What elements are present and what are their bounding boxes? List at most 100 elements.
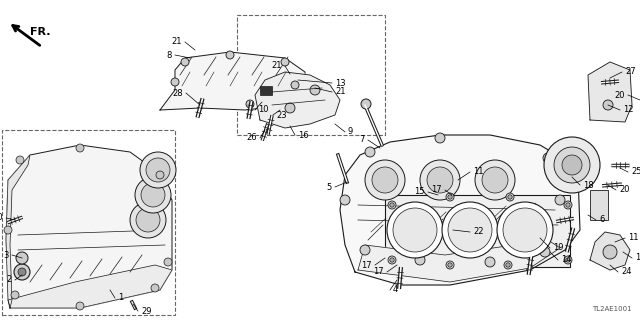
Circle shape bbox=[475, 160, 515, 200]
Circle shape bbox=[448, 263, 452, 267]
Polygon shape bbox=[255, 72, 340, 128]
Circle shape bbox=[442, 202, 498, 258]
Text: 29: 29 bbox=[141, 307, 152, 316]
Circle shape bbox=[11, 291, 19, 299]
Circle shape bbox=[76, 302, 84, 310]
Circle shape bbox=[135, 177, 171, 213]
Circle shape bbox=[171, 78, 179, 86]
Circle shape bbox=[140, 152, 176, 188]
Circle shape bbox=[503, 208, 547, 252]
Text: 27: 27 bbox=[625, 68, 636, 76]
Circle shape bbox=[388, 256, 396, 264]
Circle shape bbox=[504, 261, 512, 269]
Circle shape bbox=[16, 252, 28, 264]
Circle shape bbox=[390, 203, 394, 207]
Circle shape bbox=[365, 147, 375, 157]
Polygon shape bbox=[6, 155, 30, 308]
Text: 4: 4 bbox=[393, 285, 398, 294]
Circle shape bbox=[372, 167, 398, 193]
Circle shape bbox=[164, 258, 172, 266]
Circle shape bbox=[18, 268, 26, 276]
Circle shape bbox=[285, 103, 295, 113]
Text: 25: 25 bbox=[631, 167, 640, 177]
Circle shape bbox=[246, 100, 254, 108]
Circle shape bbox=[508, 195, 512, 199]
Circle shape bbox=[393, 208, 437, 252]
Circle shape bbox=[14, 264, 30, 280]
Circle shape bbox=[146, 158, 170, 182]
Circle shape bbox=[435, 133, 445, 143]
Circle shape bbox=[506, 263, 510, 267]
Circle shape bbox=[136, 208, 160, 232]
Polygon shape bbox=[6, 145, 172, 308]
Text: 17: 17 bbox=[362, 260, 372, 269]
Circle shape bbox=[388, 201, 396, 209]
Circle shape bbox=[76, 144, 84, 152]
Text: 21: 21 bbox=[335, 87, 346, 97]
Text: 14: 14 bbox=[635, 253, 640, 262]
Circle shape bbox=[365, 160, 405, 200]
Circle shape bbox=[564, 201, 572, 209]
Polygon shape bbox=[588, 62, 632, 122]
Text: 1: 1 bbox=[118, 293, 124, 302]
Text: 10: 10 bbox=[258, 106, 269, 115]
Bar bbox=[385, 195, 570, 267]
Circle shape bbox=[387, 202, 443, 258]
Text: 23: 23 bbox=[276, 110, 287, 119]
Circle shape bbox=[361, 99, 371, 109]
Text: 11: 11 bbox=[473, 167, 483, 177]
Bar bbox=[2, 130, 175, 315]
Polygon shape bbox=[8, 265, 172, 308]
Circle shape bbox=[566, 258, 570, 262]
Circle shape bbox=[485, 257, 495, 267]
Circle shape bbox=[603, 245, 617, 259]
Circle shape bbox=[448, 195, 452, 199]
Circle shape bbox=[141, 183, 165, 207]
Circle shape bbox=[151, 284, 159, 292]
Polygon shape bbox=[358, 240, 560, 282]
Circle shape bbox=[543, 153, 553, 163]
Text: 20: 20 bbox=[619, 186, 630, 195]
Text: 11: 11 bbox=[628, 234, 639, 243]
Text: TL2AE1001: TL2AE1001 bbox=[593, 306, 632, 312]
Circle shape bbox=[427, 167, 453, 193]
Text: 6: 6 bbox=[599, 215, 604, 225]
Text: 13: 13 bbox=[335, 78, 346, 87]
Text: 19: 19 bbox=[553, 244, 563, 252]
Bar bbox=[260, 86, 272, 95]
Text: 16: 16 bbox=[298, 131, 308, 140]
Circle shape bbox=[497, 202, 553, 258]
Circle shape bbox=[4, 226, 12, 234]
Circle shape bbox=[281, 58, 289, 66]
Text: 30: 30 bbox=[0, 213, 3, 222]
Circle shape bbox=[415, 255, 425, 265]
Text: 9: 9 bbox=[348, 127, 353, 137]
Text: 24: 24 bbox=[621, 268, 632, 276]
Circle shape bbox=[130, 202, 166, 238]
Text: 28: 28 bbox=[172, 89, 183, 98]
Text: 17: 17 bbox=[431, 186, 442, 195]
Text: 5: 5 bbox=[327, 182, 332, 191]
Text: 14: 14 bbox=[561, 255, 572, 265]
Polygon shape bbox=[160, 52, 305, 110]
Text: 21: 21 bbox=[172, 37, 182, 46]
Text: 2: 2 bbox=[7, 276, 12, 284]
Circle shape bbox=[156, 171, 164, 179]
Circle shape bbox=[448, 208, 492, 252]
Text: 22: 22 bbox=[473, 228, 483, 236]
Circle shape bbox=[446, 193, 454, 201]
Circle shape bbox=[544, 137, 600, 193]
Polygon shape bbox=[340, 135, 580, 285]
Circle shape bbox=[360, 245, 370, 255]
Circle shape bbox=[482, 167, 508, 193]
Text: 26: 26 bbox=[246, 133, 257, 142]
Circle shape bbox=[181, 58, 189, 66]
Text: 12: 12 bbox=[623, 106, 634, 115]
Polygon shape bbox=[590, 232, 630, 270]
Circle shape bbox=[446, 261, 454, 269]
Text: FR.: FR. bbox=[30, 27, 51, 37]
Text: 7: 7 bbox=[360, 135, 365, 145]
Circle shape bbox=[562, 155, 582, 175]
Text: 20: 20 bbox=[614, 91, 625, 100]
Circle shape bbox=[390, 258, 394, 262]
